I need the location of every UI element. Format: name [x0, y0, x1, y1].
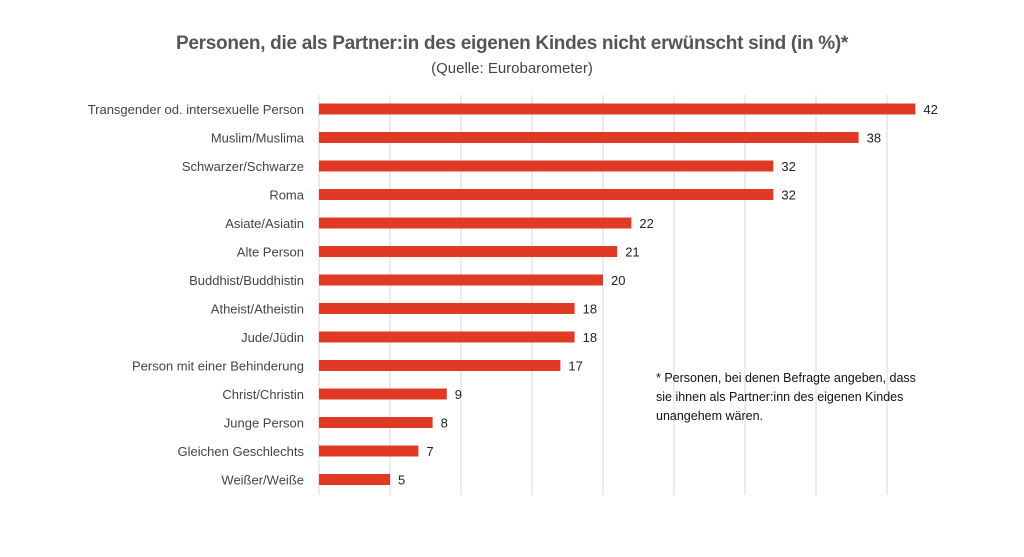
category-label: Junge Person: [224, 416, 304, 431]
chart-title: Personen, die als Partner:in des eigenen…: [176, 33, 848, 54]
bar: [319, 132, 859, 143]
bar: [319, 360, 561, 371]
category-label: Gleichen Geschlechts: [178, 444, 305, 459]
category-label: Transgender od. intersexuelle Person: [88, 102, 304, 117]
data-label: 21: [625, 245, 639, 260]
category-label: Asiate/Asiatin: [225, 216, 304, 231]
data-label: 42: [923, 102, 937, 117]
bar: [319, 331, 575, 343]
footnote: * Personen, bei denen Befragte angeben, …: [656, 371, 916, 423]
data-label: 22: [639, 216, 653, 231]
category-label: Jude/Jüdin: [241, 330, 304, 345]
bar: [319, 388, 447, 400]
category-label: Buddhist/Buddhistin: [189, 273, 304, 288]
data-label: 20: [611, 273, 625, 288]
bar: [319, 103, 916, 115]
bar: [319, 189, 774, 200]
data-label: 9: [455, 387, 462, 402]
data-label: 17: [568, 359, 582, 374]
category-label: Roma: [269, 188, 304, 203]
data-label: 18: [583, 330, 597, 345]
bar: [319, 246, 618, 257]
category-label: Schwarzer/Schwarze: [182, 159, 304, 174]
data-label: 7: [426, 444, 433, 459]
data-label: 18: [583, 302, 597, 317]
chart-subtitle: (Quelle: Eurobarometer): [431, 60, 593, 77]
category-label: Christ/Christin: [222, 387, 304, 402]
data-label: 38: [867, 131, 881, 146]
category-label: Atheist/Atheistin: [211, 302, 304, 317]
bar: [319, 474, 390, 485]
data-label: 5: [398, 473, 405, 488]
category-label: Alte Person: [237, 245, 304, 260]
bar: [319, 445, 419, 457]
bar: [319, 217, 632, 229]
bar: [319, 303, 575, 314]
category-label: Person mit einer Behinderung: [132, 359, 304, 374]
data-label: 32: [781, 159, 795, 174]
category-label: Weißer/Weiße: [221, 473, 304, 488]
bar: [319, 417, 433, 428]
category-label: Muslim/Muslima: [211, 131, 305, 146]
data-label: 32: [781, 188, 795, 203]
bar: [319, 274, 603, 286]
data-label: 8: [441, 416, 448, 431]
bar: [319, 160, 774, 172]
